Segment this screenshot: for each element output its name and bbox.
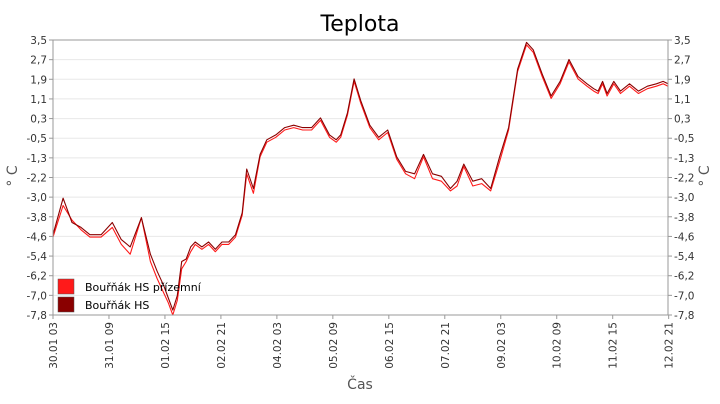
x-tick-label: 06.02 15 bbox=[384, 322, 396, 369]
y-tick-label: -5,4 bbox=[27, 251, 48, 263]
legend-label: Bouřňák HS bbox=[85, 299, 149, 312]
grid bbox=[53, 59, 668, 296]
x-tick-label: 04.02 03 bbox=[272, 322, 284, 369]
y-axis-title-left: ° C bbox=[5, 165, 21, 186]
y-tick-label: -0,5 bbox=[674, 133, 695, 145]
y-tick-label: -3,8 bbox=[674, 212, 695, 224]
y-tick-label: 2,7 bbox=[30, 55, 47, 67]
y-tick-label: -4,6 bbox=[27, 231, 48, 243]
y-tick-label: 1,9 bbox=[674, 74, 691, 86]
x-tick-label: 01.02 15 bbox=[160, 322, 172, 369]
y-tick-label: 1,1 bbox=[674, 94, 691, 106]
y-tick-label: -1,3 bbox=[674, 153, 695, 165]
legend-swatch bbox=[57, 296, 75, 313]
y-axis-left: 3,5 2,7 1,9 1,1 0,3 -0,5 -1,3 -2,2 -3,0 -3,8 -4,6 -… bbox=[27, 35, 53, 322]
y-tick-label: -3,0 bbox=[27, 192, 48, 204]
x-tick-label: 31.01 09 bbox=[104, 322, 116, 369]
y-tick-label: -7,0 bbox=[674, 290, 695, 302]
x-axis-title: Čas bbox=[347, 375, 373, 393]
x-tick-label: 30.01 03 bbox=[48, 322, 60, 369]
x-tick-label: 07.02 21 bbox=[440, 322, 452, 369]
y-tick-label: -1,3 bbox=[27, 153, 48, 165]
y-tick-label: -7,0 bbox=[27, 290, 48, 302]
legend-swatch bbox=[57, 278, 75, 295]
y-tick-label: 1,1 bbox=[30, 94, 47, 106]
y-tick-label: -2,2 bbox=[674, 173, 695, 185]
y-tick-label: -4,6 bbox=[674, 231, 695, 243]
legend-label: Bouřňák HS přízemní bbox=[85, 281, 202, 294]
series-layer bbox=[52, 41, 669, 316]
y-tick-label: 0,3 bbox=[30, 114, 47, 126]
y-tick-label: -2,2 bbox=[27, 173, 48, 185]
y-axis-right: 3,5 2,7 1,9 1,1 0,3 -0,5 -1,3 -2,2 -3,0 -3,8 -4,6 -… bbox=[668, 35, 695, 322]
y-tick-label: -3,0 bbox=[674, 192, 695, 204]
x-tick-label: 05.02 09 bbox=[328, 322, 340, 369]
y-tick-label: -3,8 bbox=[27, 212, 48, 224]
x-tick-label: 12.02 21 bbox=[664, 322, 676, 369]
x-tick-label: 09.02 03 bbox=[496, 322, 508, 369]
y-tick-label: -6,2 bbox=[27, 271, 48, 283]
x-axis: 30.01 03 31.01 09 01.02 15 02.02 21 04.02 03… bbox=[48, 315, 676, 369]
x-tick-label: 11.02 15 bbox=[608, 322, 620, 369]
chart-title: Teplota bbox=[320, 12, 400, 37]
y-tick-label: 1,9 bbox=[30, 74, 47, 86]
series-line-2 bbox=[52, 41, 669, 311]
y-tick-label: -5,4 bbox=[674, 251, 695, 263]
y-tick-label: 3,5 bbox=[674, 35, 691, 47]
y-tick-label: -7,8 bbox=[674, 310, 695, 322]
y-tick-label: -6,2 bbox=[674, 271, 695, 283]
y-tick-label: -7,8 bbox=[27, 310, 48, 322]
x-tick-label: 02.02 21 bbox=[216, 322, 228, 369]
series-line-1 bbox=[52, 44, 669, 316]
y-axis-title-right: ° C bbox=[697, 165, 713, 186]
y-tick-label: -0,5 bbox=[27, 133, 48, 145]
x-tick-label: 10.02 09 bbox=[552, 322, 564, 369]
y-tick-label: 0,3 bbox=[674, 114, 691, 126]
y-tick-label: 2,7 bbox=[674, 55, 691, 67]
legend: Bouřňák HS přízemní Bouřňák HS bbox=[57, 278, 202, 313]
y-tick-label: 3,5 bbox=[30, 35, 47, 47]
